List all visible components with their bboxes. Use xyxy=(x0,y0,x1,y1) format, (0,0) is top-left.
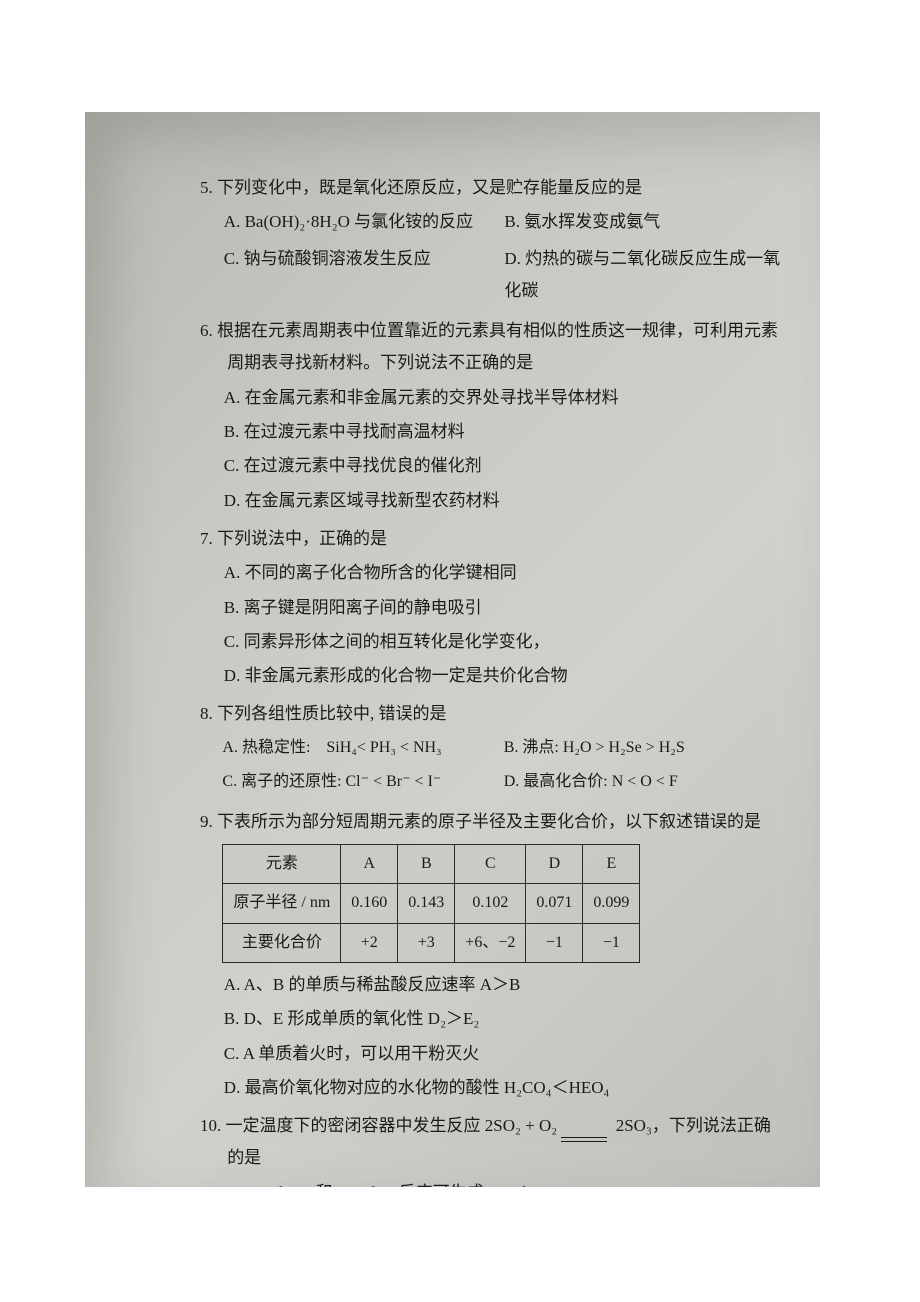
q9-option-a: A. A、B 的单质与稀盐酸反应速率 A＞B xyxy=(224,969,785,1001)
table-cell: +3 xyxy=(398,923,455,962)
q7-option-b: B. 离子键是阴阳离子间的静电吸引 xyxy=(224,592,785,624)
exam-page: 5. 下列变化中，既是氧化还原反应，又是贮存能量反应的是 A. Ba(OH)₂·… xyxy=(85,112,820,1187)
q5-option-b: B. 氨水挥发变成氨气 xyxy=(504,206,785,238)
q8-option-b: B. 沸点: H₂O > H₂Se > H₂S xyxy=(504,733,785,763)
table-cell: 原子半径 / nm xyxy=(223,884,341,923)
table-row: 主要化合价 +2 +3 +6、−2 −1 −1 xyxy=(223,923,640,962)
q10-stem: 10. 一定温度下的密闭容器中发生反应 2SO₂ + O₂ 2SO₃，下列说法正… xyxy=(200,1110,785,1175)
q7-options: A. 不同的离子化合物所含的化学键相同 B. 离子键是阴阳离子间的静电吸引 C.… xyxy=(200,557,785,692)
q9-option-d: D. 最高价氧化物对应的水化物的酸性 H₂CO₄＜HEO₄ xyxy=(224,1072,785,1104)
q7-option-c: C. 同素异形体之间的相互转化是化学变化， xyxy=(224,626,785,658)
question-7: 7. 下列说法中，正确的是 A. 不同的离子化合物所含的化学键相同 B. 离子键… xyxy=(200,523,785,692)
q8-stem: 8. 下列各组性质比较中, 错误的是 xyxy=(200,698,785,730)
q8-option-d: D. 最高化合价: N < O < F xyxy=(504,767,785,797)
question-8: 8. 下列各组性质比较中, 错误的是 A. 热稳定性: SiH₄< PH₃ < … xyxy=(200,698,785,799)
q6-option-b: B. 在过渡元素中寻找耐高温材料 xyxy=(224,416,785,448)
table-cell: 0.143 xyxy=(398,884,455,923)
q6-option-c: C. 在过渡元素中寻找优良的催化剂 xyxy=(224,450,785,482)
table-row: 原子半径 / nm 0.160 0.143 0.102 0.071 0.099 xyxy=(223,884,640,923)
q9-table: 元素 A B C D E 原子半径 / nm 0.160 0.143 0.102… xyxy=(222,844,640,963)
table-header-cell: A xyxy=(341,844,398,883)
table-cell: +2 xyxy=(341,923,398,962)
table-cell: +6、−2 xyxy=(455,923,526,962)
q9-options: A. A、B 的单质与稀盐酸反应速率 A＞B B. D、E 形成单质的氧化性 D… xyxy=(200,969,785,1104)
q5-option-d: D. 灼热的碳与二氧化碳反应生成一氧化碳 xyxy=(504,243,785,308)
table-cell: 0.160 xyxy=(341,884,398,923)
q7-option-a: A. 不同的离子化合物所含的化学键相同 xyxy=(224,557,785,589)
q7-option-d: D. 非金属元素形成的化合物一定是共价化合物 xyxy=(224,660,785,692)
table-header-row: 元素 A B C D E xyxy=(223,844,640,883)
table-cell: 0.102 xyxy=(455,884,526,923)
q10-option-a: A. 2 molSO₂ 和 1 molO₂ 反应可生成 2 molSO₃ xyxy=(224,1177,785,1187)
table-header-cell: C xyxy=(455,844,526,883)
q9-option-c: C. A 单质着火时，可以用干粉灭火 xyxy=(224,1038,785,1070)
q9-option-b: B. D、E 形成单质的氧化性 D₂＞E₂ xyxy=(224,1003,785,1035)
q6-stem: 6. 根据在元素周期表中位置靠近的元素具有相似的性质这一规律，可利用元素周期表寻… xyxy=(200,315,785,380)
question-5: 5. 下列变化中，既是氧化还原反应，又是贮存能量反应的是 A. Ba(OH)₂·… xyxy=(200,172,785,309)
question-10: 10. 一定温度下的密闭容器中发生反应 2SO₂ + O₂ 2SO₃，下列说法正… xyxy=(200,1110,785,1187)
q5-option-c: C. 钠与硫酸铜溶液发生反应 xyxy=(224,243,505,308)
q5-stem: 5. 下列变化中，既是氧化还原反应，又是贮存能量反应的是 xyxy=(200,172,785,204)
table-header-cell: 元素 xyxy=(223,844,341,883)
table-header-cell: B xyxy=(398,844,455,883)
q10-stem-prefix: 10. 一定温度下的密闭容器中发生反应 2SO₂ + O₂ xyxy=(200,1116,561,1135)
q8-option-c: C. 离子的还原性: Cl⁻ < Br⁻ < I⁻ xyxy=(222,767,503,797)
table-cell: 主要化合价 xyxy=(223,923,341,962)
q10-options: A. 2 molSO₂ 和 1 molO₂ 反应可生成 2 molSO₃ B. … xyxy=(200,1177,785,1187)
table-cell: 0.099 xyxy=(583,884,640,923)
q6-option-d: D. 在金属元素区域寻找新型农药材料 xyxy=(224,485,785,517)
table-cell: 0.071 xyxy=(526,884,583,923)
table-header-cell: D xyxy=(526,844,583,883)
question-6: 6. 根据在元素周期表中位置靠近的元素具有相似的性质这一规律，可利用元素周期表寻… xyxy=(200,315,785,517)
q8-options: A. 热稳定性: SiH₄< PH₃ < NH₃ B. 沸点: H₂O > H₂… xyxy=(200,731,785,800)
q6-options: A. 在金属元素和非金属元素的交界处寻找半导体材料 B. 在过渡元素中寻找耐高温… xyxy=(200,382,785,517)
q8-option-a: A. 热稳定性: SiH₄< PH₃ < NH₃ xyxy=(222,733,503,763)
q9-stem: 9. 下表所示为部分短周期元素的原子半径及主要化合价，以下叙述错误的是 xyxy=(200,806,785,838)
question-9: 9. 下表所示为部分短周期元素的原子半径及主要化合价，以下叙述错误的是 元素 A… xyxy=(200,806,785,1105)
table-cell: −1 xyxy=(583,923,640,962)
q7-stem: 7. 下列说法中，正确的是 xyxy=(200,523,785,555)
q6-option-a: A. 在金属元素和非金属元素的交界处寻找半导体材料 xyxy=(224,382,785,414)
q5-options: A. Ba(OH)₂·8H₂O 与氯化铵的反应 B. 氨水挥发变成氨气 C. 钠… xyxy=(200,204,785,309)
table-header-cell: E xyxy=(583,844,640,883)
table-cell: −1 xyxy=(526,923,583,962)
q5-option-a: A. Ba(OH)₂·8H₂O 与氯化铵的反应 xyxy=(224,206,505,238)
